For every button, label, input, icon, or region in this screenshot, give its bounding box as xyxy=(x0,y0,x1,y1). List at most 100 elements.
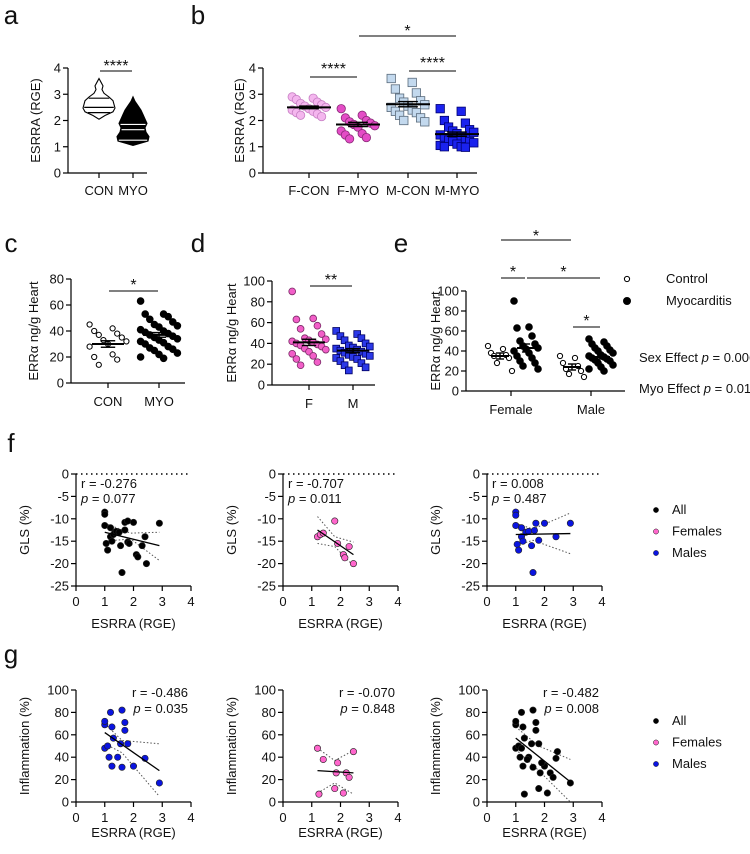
data-point xyxy=(515,546,523,554)
legend-label: Females xyxy=(672,524,722,539)
data-point xyxy=(141,310,150,318)
significance-stars: * xyxy=(510,264,516,281)
data-point xyxy=(124,740,132,748)
data-point xyxy=(86,343,93,350)
data-point xyxy=(332,769,340,777)
data-point xyxy=(532,718,540,726)
y-tick-label: 60 xyxy=(262,727,276,742)
legend-marker xyxy=(653,507,659,513)
y-tick-label: 20 xyxy=(262,772,276,787)
significance-stars: * xyxy=(533,228,539,245)
data-point xyxy=(540,519,548,527)
data-point xyxy=(315,790,323,798)
data-point xyxy=(105,753,113,761)
data-point xyxy=(173,349,182,357)
data-point xyxy=(529,706,537,714)
data-point xyxy=(292,315,301,324)
data-point xyxy=(519,537,527,545)
data-point xyxy=(353,355,361,363)
x-tick-label: M xyxy=(348,396,359,411)
y-tick-label: 20 xyxy=(251,357,265,372)
data-point xyxy=(609,349,617,357)
myo-effect-stat: Myo Effect p = 0.017 xyxy=(639,381,750,396)
x-tick-label: 3 xyxy=(159,594,166,609)
y-tick-label: 0 xyxy=(57,376,64,391)
data-point xyxy=(115,528,123,536)
x-tick-label: MYO xyxy=(118,183,148,198)
y-tick-label: -15 xyxy=(257,534,276,549)
x-tick-label: CON xyxy=(94,394,123,409)
correlation-p: p = 0.035 xyxy=(132,701,188,716)
p-symbol: p xyxy=(703,381,711,396)
data-point xyxy=(407,77,417,88)
data-point xyxy=(469,138,479,148)
p-value: = 0.077 xyxy=(88,491,135,506)
y-tick-label: 0 xyxy=(269,467,276,482)
data-point xyxy=(107,708,115,716)
data-point xyxy=(336,332,345,340)
data-point xyxy=(121,526,129,534)
data-point xyxy=(386,73,396,84)
data-point xyxy=(142,560,150,568)
data-point xyxy=(577,367,585,375)
data-point xyxy=(536,769,544,777)
data-point xyxy=(512,511,520,519)
data-point xyxy=(108,762,116,770)
data-point xyxy=(118,334,125,341)
data-point xyxy=(155,519,163,527)
data-point xyxy=(357,334,366,342)
x-tick-label: 0 xyxy=(483,594,490,609)
data-point xyxy=(321,335,330,344)
data-point xyxy=(118,569,126,577)
y-tick-label: 100 xyxy=(458,683,480,698)
x-tick-label: 1 xyxy=(101,594,108,609)
x-tick-label: 4 xyxy=(394,594,401,609)
x-tick-label: 4 xyxy=(598,810,605,825)
data-point xyxy=(519,723,527,731)
y-tick-label: 3 xyxy=(54,87,61,102)
data-point xyxy=(288,287,297,296)
ci-upper-band xyxy=(104,522,160,534)
y-tick-label: 100 xyxy=(437,284,459,299)
data-point xyxy=(549,773,557,781)
data-point xyxy=(534,365,542,373)
data-point xyxy=(361,132,371,143)
data-point xyxy=(173,321,182,330)
data-point xyxy=(365,352,374,360)
data-point xyxy=(146,315,154,324)
data-point xyxy=(499,345,507,353)
data-point xyxy=(336,104,346,114)
data-point xyxy=(155,779,163,787)
data-point xyxy=(121,718,129,726)
y-tick-label: -10 xyxy=(257,511,276,526)
data-point xyxy=(319,755,327,763)
x-tick-label: 3 xyxy=(570,594,577,609)
legend-label: Males xyxy=(672,756,707,771)
correlation-p: p = 0.077 xyxy=(80,491,136,506)
y-tick-label: 0 xyxy=(54,166,61,181)
panel-letter: f xyxy=(7,428,15,458)
x-axis-label: ESRRA (RGE) xyxy=(298,616,383,631)
data-point xyxy=(340,336,349,345)
data-point xyxy=(469,127,479,137)
ci-upper-band xyxy=(317,747,354,762)
data-point xyxy=(529,763,537,771)
data-point xyxy=(553,748,561,756)
data-point xyxy=(370,121,380,131)
data-point xyxy=(512,717,520,725)
x-tick-label: 0 xyxy=(72,594,79,609)
data-point xyxy=(534,344,542,352)
regression-line xyxy=(104,531,160,547)
data-point xyxy=(580,373,588,381)
data-point xyxy=(296,361,305,370)
data-point xyxy=(493,359,501,367)
data-point xyxy=(316,111,327,122)
data-point xyxy=(331,517,339,525)
stat-name: Myo Effect xyxy=(639,381,704,396)
data-point xyxy=(556,352,564,360)
y-tick-label: 0 xyxy=(473,467,480,482)
data-point xyxy=(525,323,533,331)
p-symbol: p xyxy=(132,701,140,716)
data-point xyxy=(114,330,121,337)
panel-letter: a xyxy=(4,0,19,30)
